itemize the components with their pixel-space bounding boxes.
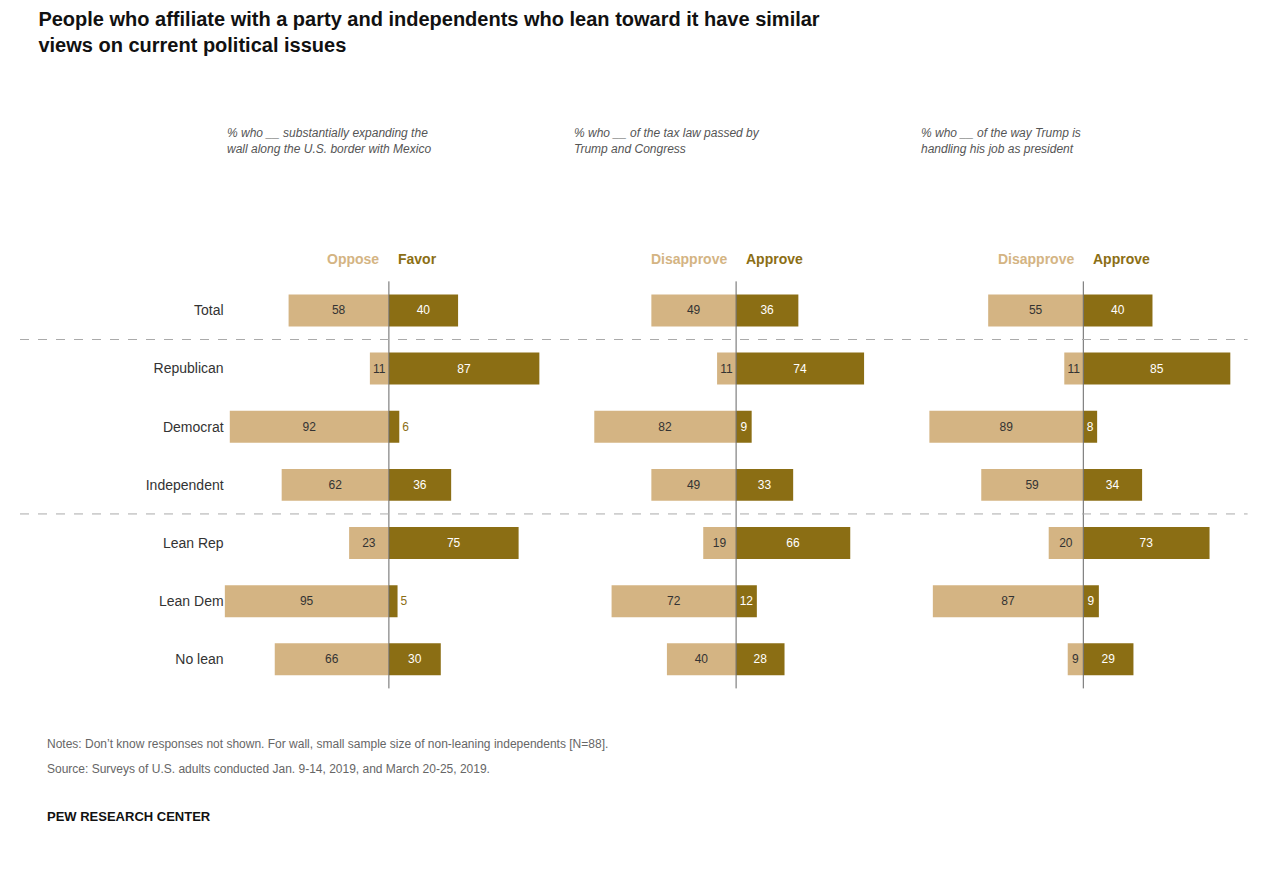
svg-text:29: 29 [1102, 652, 1116, 666]
svg-text:8: 8 [1087, 420, 1094, 434]
svg-text:6: 6 [402, 420, 409, 434]
svg-text:Disapprove: Disapprove [651, 251, 727, 267]
svg-text:75: 75 [447, 536, 461, 550]
svg-text:28: 28 [753, 652, 767, 666]
svg-text:95: 95 [300, 594, 314, 608]
svg-text:73: 73 [1140, 536, 1154, 550]
svg-text:62: 62 [328, 478, 342, 492]
svg-text:23: 23 [362, 536, 376, 550]
svg-text:40: 40 [695, 652, 709, 666]
svg-text:% who __ substantially expandi: % who __ substantially expanding thewall… [227, 126, 431, 156]
svg-text:Total: Total [194, 302, 224, 318]
svg-text:11: 11 [720, 362, 733, 376]
svg-text:36: 36 [760, 303, 774, 317]
svg-text:40: 40 [417, 303, 431, 317]
svg-text:30: 30 [408, 652, 422, 666]
svg-text:74: 74 [793, 362, 807, 376]
svg-text:Democrat: Democrat [163, 419, 224, 435]
svg-text:11: 11 [373, 362, 386, 376]
svg-text:5: 5 [401, 594, 408, 608]
svg-text:People who affiliate with a pa: People who affiliate with a party and in… [38, 8, 819, 56]
svg-text:Source: Surveys of U.S. adults: Source: Surveys of U.S. adults conducted… [47, 762, 490, 776]
svg-text:20: 20 [1059, 536, 1073, 550]
svg-text:58: 58 [332, 303, 346, 317]
svg-text:89: 89 [1000, 420, 1014, 434]
svg-text:92: 92 [303, 420, 317, 434]
svg-text:Approve: Approve [1093, 251, 1150, 267]
svg-text:66: 66 [325, 652, 339, 666]
svg-text:Lean Dem: Lean Dem [159, 593, 224, 609]
svg-text:Lean Rep: Lean Rep [163, 535, 224, 551]
svg-text:Oppose: Oppose [327, 251, 379, 267]
svg-text:87: 87 [1001, 594, 1015, 608]
svg-text:Disapprove: Disapprove [998, 251, 1074, 267]
svg-text:85: 85 [1150, 362, 1164, 376]
svg-text:40: 40 [1111, 303, 1125, 317]
svg-text:% who __ of the tax law passed: % who __ of the tax law passed byTrump a… [574, 126, 760, 156]
svg-text:Republican: Republican [154, 360, 224, 376]
svg-text:Favor: Favor [398, 251, 437, 267]
svg-text:9: 9 [1072, 652, 1079, 666]
svg-text:66: 66 [786, 536, 800, 550]
svg-text:9: 9 [1088, 594, 1095, 608]
svg-text:49: 49 [687, 303, 701, 317]
svg-text:No lean: No lean [175, 651, 223, 667]
svg-text:% who __ of the way Trump isha: % who __ of the way Trump ishandling his… [921, 126, 1081, 156]
svg-text:11: 11 [1067, 362, 1080, 376]
svg-text:34: 34 [1106, 478, 1120, 492]
svg-text:PEW RESEARCH CENTER: PEW RESEARCH CENTER [47, 809, 211, 824]
svg-text:33: 33 [758, 478, 772, 492]
svg-text:Approve: Approve [746, 251, 803, 267]
svg-text:59: 59 [1025, 478, 1039, 492]
svg-text:Notes: Don’t know responses no: Notes: Don’t know responses not shown. F… [47, 737, 608, 751]
svg-text:9: 9 [740, 420, 747, 434]
svg-text:12: 12 [740, 594, 754, 608]
svg-text:36: 36 [413, 478, 427, 492]
svg-text:72: 72 [667, 594, 681, 608]
svg-text:Independent: Independent [146, 477, 224, 493]
svg-text:82: 82 [658, 420, 672, 434]
svg-text:49: 49 [687, 478, 701, 492]
svg-text:87: 87 [457, 362, 471, 376]
svg-text:55: 55 [1029, 303, 1043, 317]
svg-text:19: 19 [713, 536, 727, 550]
